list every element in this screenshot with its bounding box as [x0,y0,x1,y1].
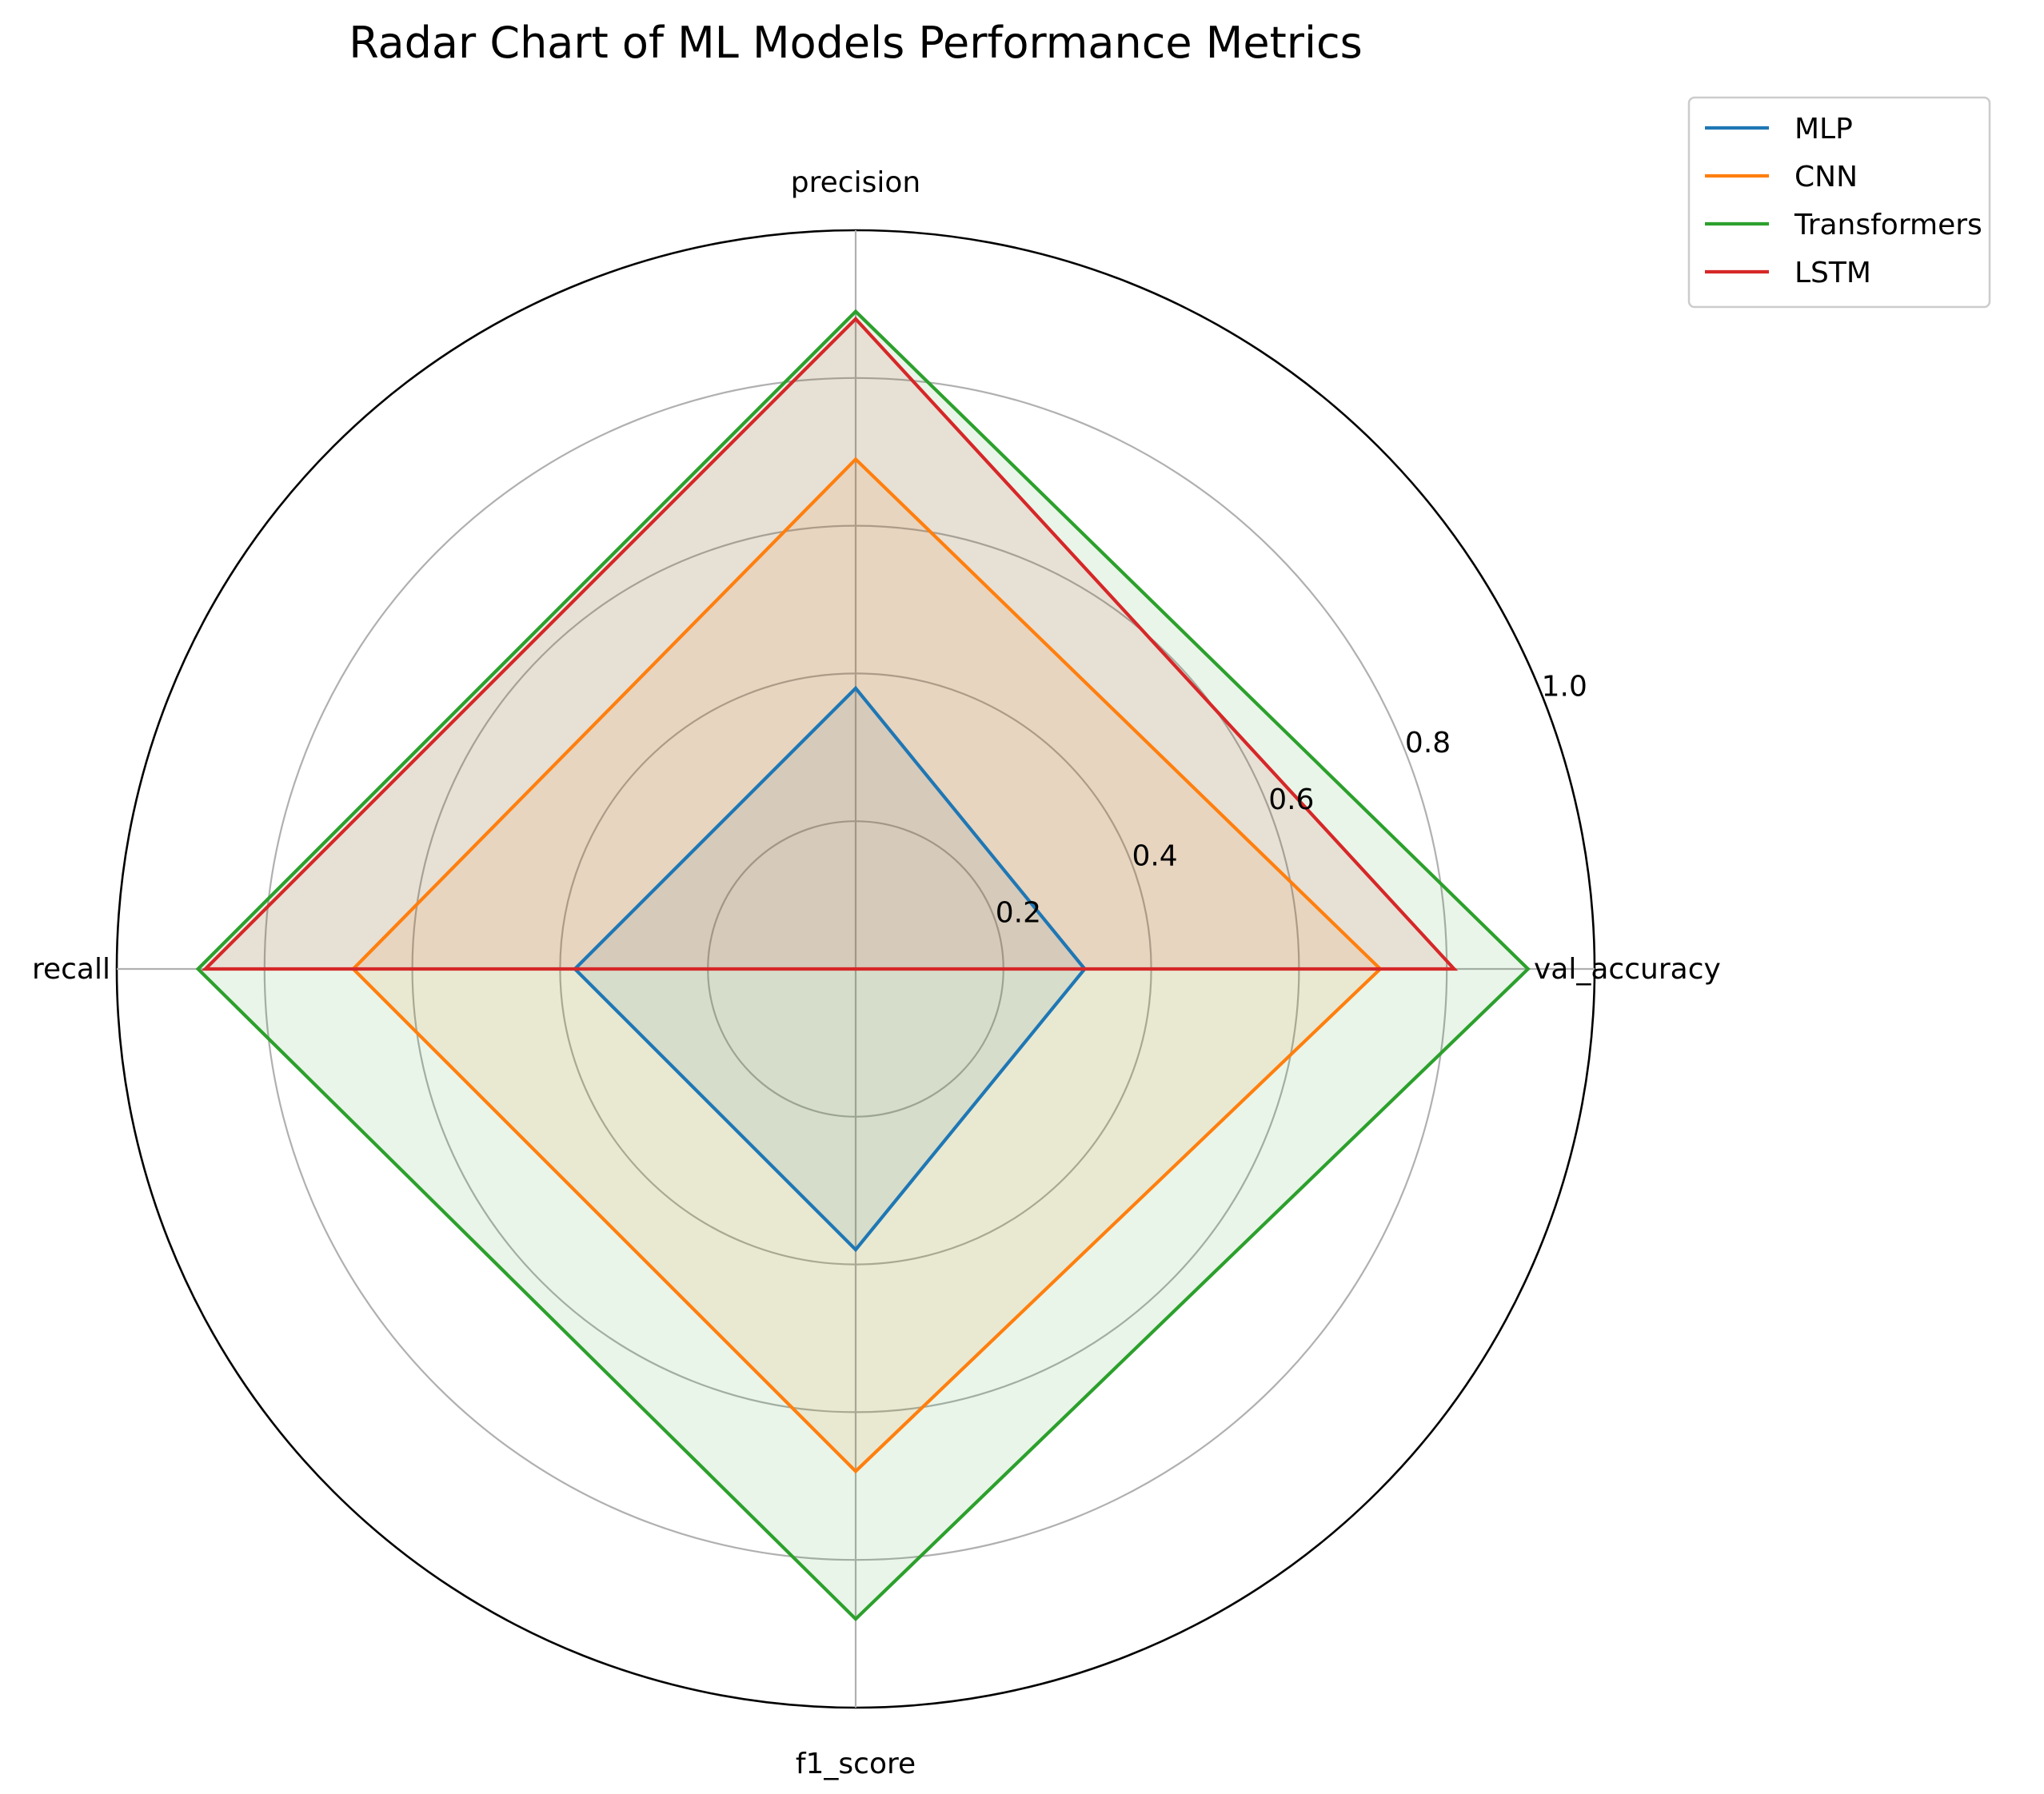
r-tick-label: 1.0 [1542,670,1587,703]
series-fill-lstm [205,318,1455,969]
legend-label-cnn: CNN [1794,161,1858,193]
legend: MLP CNN Transformers LSTM [1687,96,1991,309]
axis-label-recall: recall [32,953,110,986]
legend-label-lstm: LSTM [1794,257,1871,289]
axis-labels: 0.2 0.4 0.6 0.8 1.0 val_accuracy precision reca… [32,166,1721,1780]
r-tick-label: 0.8 [1405,727,1451,759]
series-fill-cnn [353,459,1381,1472]
legend-label-transformers: Transformers [1794,209,1982,241]
series-line-lstm [201,316,1459,971]
axis-label-precision: precision [791,166,920,199]
legend-frame [1687,96,1991,309]
r-tick-label: 0.4 [1132,840,1177,873]
r-tick-label: 0.2 [996,896,1041,929]
series-lines [195,309,1531,1622]
axis-label-f1-score: f1_score [796,1748,916,1780]
chart-title: Radar Chart of ML Models Performance Met… [349,18,1363,68]
series-line-transformers [195,309,1531,1622]
axis-label-val-accuracy: val_accuracy [1534,953,1721,986]
r-tick-label: 0.6 [1268,783,1314,816]
legend-label-mlp: MLP [1794,113,1853,146]
